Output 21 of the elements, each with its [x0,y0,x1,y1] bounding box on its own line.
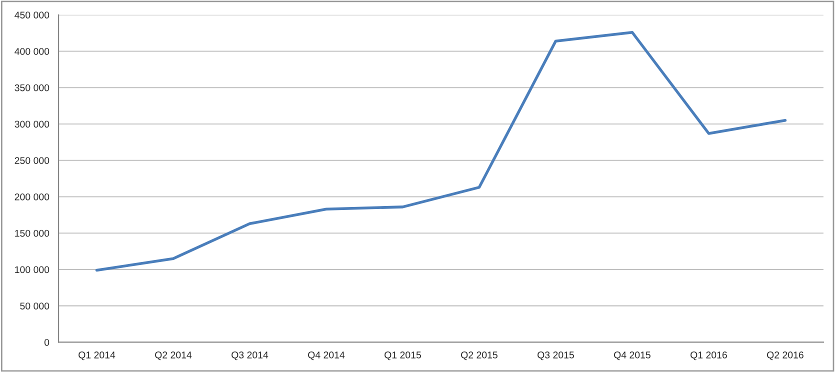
y-tick-label: 200 000 [14,193,50,200]
y-tick-label: 400 000 [14,48,50,55]
x-tick-label: Q1 2014 [78,352,116,360]
x-tick-label: Q1 2016 [690,352,727,360]
line-series [95,30,787,272]
x-tick-label: Q3 2015 [538,352,574,360]
x-tick-label: Q2 2016 [767,352,804,360]
x-tick-label: Q4 2014 [308,352,345,360]
x-tick-label: Q4 2015 [614,352,650,360]
y-tick-label: 150 000 [15,230,50,237]
y-tick-label: 50 000 [20,302,50,310]
y-tick-label: 450 000 [14,12,50,18]
x-tick-label: Q2 2014 [155,352,192,360]
y-tick-label: 100 000 [15,266,50,274]
x-tick-label: Q1 2015 [384,352,421,360]
x-tick-label: Q3 2014 [232,352,268,360]
x-tick-label: Q2 2015 [461,352,498,360]
y-tick-label: 0 [44,338,50,346]
y-tick-label: 300 000 [14,120,50,128]
y-tick-label: 350 000 [14,84,50,92]
y-tick-label: 250 000 [14,157,50,164]
